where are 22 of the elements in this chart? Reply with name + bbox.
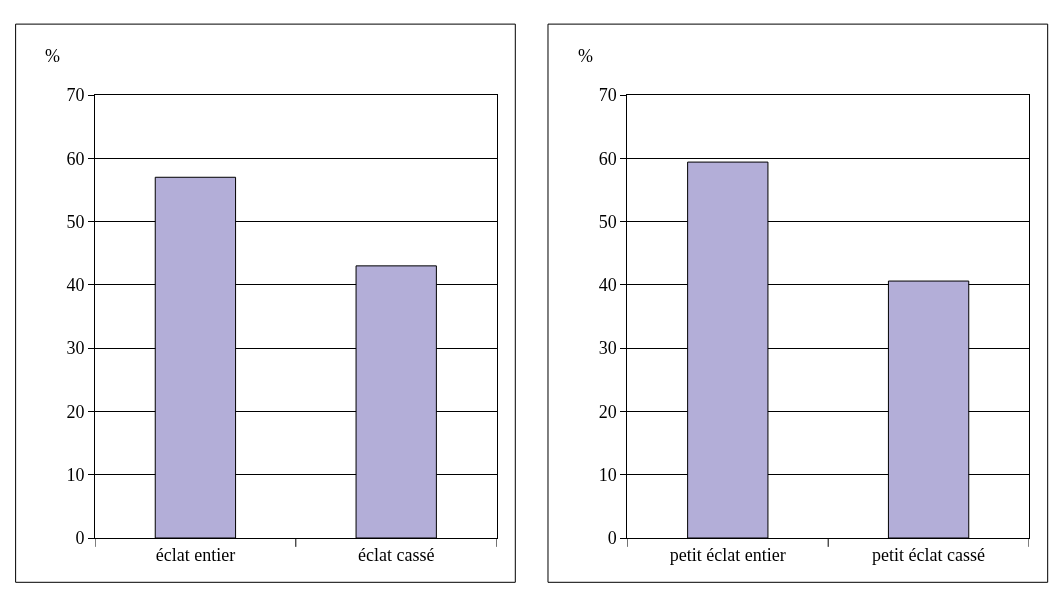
y-tick-label: 10 bbox=[598, 465, 617, 486]
x-tick-label: éclat cassé bbox=[357, 544, 435, 565]
y-tick-label: 40 bbox=[66, 275, 85, 296]
y-axis-title: % bbox=[45, 46, 60, 66]
y-tick-label: 50 bbox=[66, 211, 85, 232]
y-tick-label: 0 bbox=[75, 528, 85, 549]
y-axis-title: % bbox=[578, 46, 593, 66]
y-tick-label: 20 bbox=[66, 401, 85, 422]
y-tick-label: 60 bbox=[66, 148, 85, 169]
y-tick-label: 60 bbox=[598, 148, 617, 169]
y-tick-label: 40 bbox=[598, 275, 617, 296]
x-tick-label: petit éclat entier bbox=[669, 544, 786, 565]
x-tick-label: petit éclat cassé bbox=[872, 544, 986, 565]
x-tick-label: éclat entier bbox=[155, 544, 236, 565]
y-tick-label: 30 bbox=[66, 338, 85, 359]
y-tick-label: 0 bbox=[607, 528, 617, 549]
y-tick-label: 10 bbox=[66, 465, 85, 486]
y-tick-label: 70 bbox=[598, 85, 617, 106]
y-tick-label: 20 bbox=[598, 401, 617, 422]
y-tick-label: 30 bbox=[598, 338, 617, 359]
y-tick-label: 70 bbox=[66, 85, 85, 106]
y-tick-label: 50 bbox=[598, 211, 617, 232]
